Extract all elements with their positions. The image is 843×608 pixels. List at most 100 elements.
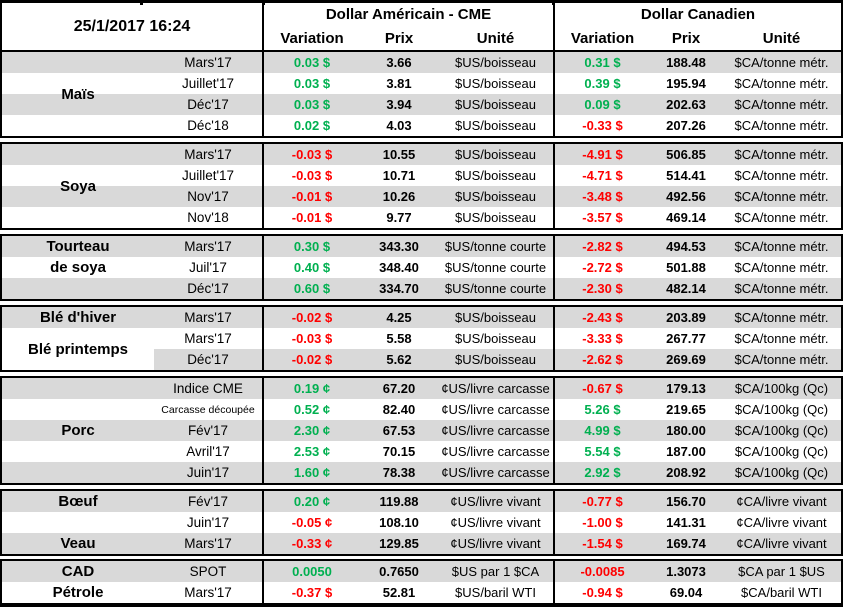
ca-unit-cell: $CA/tonne métr.: [734, 331, 829, 346]
contract-month-cell: Déc'17: [187, 281, 229, 296]
us-variation-cell: -0.03 $: [262, 165, 360, 186]
contract-month-cell: Juillet'17: [181, 76, 235, 91]
contract-month-cell: Carcasse découpée: [161, 403, 255, 416]
ca-variation-cell: -0.33 $: [553, 115, 650, 136]
ca-unit-cell: $CA/tonne métr.: [734, 55, 829, 70]
ca-unit-cell: $CA/tonne métr.: [734, 210, 829, 225]
table-row: Fév'17 0.20 ¢ 119.88 ¢US/livre vivant -0.77 …: [2, 491, 841, 512]
ca-unit-cell: $CA/tonne métr.: [734, 118, 829, 133]
category-cell: [2, 236, 154, 257]
us-variation-cell: 2.30 ¢: [262, 420, 360, 441]
category-cell: [2, 328, 154, 349]
ca-variation-cell: 2.92 $: [553, 462, 650, 483]
category-cell: [2, 378, 154, 399]
datetime-label: 25/1/2017 16:24: [73, 17, 191, 35]
us-price-cell: 4.03: [386, 118, 412, 133]
ca-unit-cell: $CA/tonne métr.: [734, 352, 829, 367]
category-cell: [2, 561, 154, 582]
ca-unit-cell: $CA/100kg (Qc): [734, 465, 829, 480]
ca-variation-cell: -3.57 $: [553, 207, 650, 228]
contract-month-cell: Indice CME: [173, 381, 243, 396]
table-row: Mars'17 0.03 $ 3.66 $US/boisseau 0.31 $ 188.4…: [2, 52, 841, 73]
ca-unit-cell: $CA/100kg (Qc): [734, 381, 829, 396]
us-price-cell: 9.77: [386, 210, 412, 225]
us-variation-cell: -0.02 $: [262, 307, 360, 328]
us-unit-cell: ¢US/livre carcasse: [441, 402, 550, 417]
ca-unit-cell: $CA/tonne métr.: [734, 76, 829, 91]
us-price-cell: 348.40: [379, 260, 419, 275]
contract-month-cell: SPOT: [189, 564, 227, 579]
category-cell: [2, 349, 154, 370]
us-price-cell: 5.62: [386, 352, 412, 367]
category-cell: [2, 420, 154, 441]
ca-unit-cell: $CA/100kg (Qc): [734, 444, 829, 459]
ca-unit-cell: $CA/tonne métr.: [734, 168, 829, 183]
us-variation-cell: 0.40 $: [262, 257, 360, 278]
category-cell: [2, 441, 154, 462]
contract-month-cell: Juin'17: [186, 515, 230, 530]
ca-variation-cell: -4.71 $: [553, 165, 650, 186]
ca-price-cell: 203.89: [666, 310, 706, 325]
ca-unit-cell: ¢CA/livre vivant: [736, 536, 827, 551]
ca-price-cell: 69.04: [669, 585, 703, 600]
ca-price-cell: 1.3073: [666, 564, 706, 579]
us-unit-header: Unité: [476, 29, 515, 47]
ca-unit-cell: $CA/tonne métr.: [734, 189, 829, 204]
ca-unit-cell: $CA/100kg (Qc): [734, 423, 829, 438]
ca-unit-cell: $CA/100kg (Qc): [734, 402, 829, 417]
category-cell: [2, 582, 154, 603]
us-variation-cell: 0.03 $: [262, 52, 360, 73]
table-row: Nov'17 -0.01 $ 10.26 $US/boisseau -3.48 $ 492…: [2, 186, 841, 207]
contract-month-cell: Mars'17: [184, 536, 232, 551]
us-variation-cell: 0.30 $: [262, 236, 360, 257]
ca-price-cell: 482.14: [666, 281, 706, 296]
ca-unit-cell: ¢CA/livre vivant: [736, 494, 827, 509]
table-row: Déc'17 0.60 $ 334.70 $US/tonne courte -2.30 …: [2, 278, 841, 299]
section-ble: Mars'17 -0.02 $ 4.25 $US/boisseau -2.43 $ 203…: [0, 305, 843, 372]
category-cell: [2, 207, 154, 228]
us-variation-cell: 0.60 $: [262, 278, 360, 299]
ca-unit-cell: $CA/baril WTI: [741, 585, 822, 600]
ca-price-header: Prix: [671, 29, 701, 47]
us-unit-cell: $US/tonne courte: [444, 281, 547, 296]
us-price-cell: 334.70: [379, 281, 419, 296]
ca-unit-cell: ¢CA/livre vivant: [736, 515, 827, 530]
ca-price-cell: 208.92: [666, 465, 706, 480]
contract-month-cell: Nov'17: [187, 189, 229, 204]
category-cell: [2, 73, 154, 94]
ca-price-cell: 501.88: [666, 260, 706, 275]
us-price-cell: 10.71: [382, 168, 416, 183]
us-column-headers: Variation Prix Unité: [264, 27, 553, 51]
table-row: Juil'17 0.40 $ 348.40 $US/tonne courte -2.72…: [2, 257, 841, 278]
ca-variation-cell: -1.54 $: [553, 533, 650, 554]
contract-month-cell: Fév'17: [187, 494, 229, 509]
us-unit-cell: $US/boisseau: [455, 168, 536, 183]
us-variation-cell: -0.01 $: [262, 207, 360, 228]
ca-price-cell: 188.48: [666, 55, 706, 70]
ca-price-cell: 494.53: [666, 239, 706, 254]
table-row: Avril'17 2.53 ¢ 70.15 ¢US/livre carcasse 5.5…: [2, 441, 841, 462]
us-price-cell: 4.25: [386, 310, 412, 325]
ca-price-cell: 506.85: [666, 147, 706, 162]
table-row: Mars'17 0.30 $ 343.30 $US/tonne courte -2.82…: [2, 236, 841, 257]
ca-variation-header: Variation: [570, 29, 635, 47]
ca-variation-cell: -2.72 $: [553, 257, 650, 278]
ca-price-cell: 469.14: [666, 210, 706, 225]
table-row: Mars'17 -0.03 $ 10.55 $US/boisseau -4.91 $ 50…: [2, 144, 841, 165]
us-variation-cell: -0.03 $: [262, 144, 360, 165]
us-variation-cell: -0.02 $: [262, 349, 360, 370]
us-unit-cell: $US/boisseau: [455, 352, 536, 367]
us-unit-cell: ¢US/livre carcasse: [441, 423, 550, 438]
us-price-cell: 3.66: [386, 55, 412, 70]
section-porc: Indice CME 0.19 ¢ 67.20 ¢US/livre carcasse -…: [0, 376, 843, 485]
category-cell: [2, 144, 154, 165]
category-cell: [2, 165, 154, 186]
us-dollar-group: Dollar Américain - CME Variation Prix Un…: [262, 3, 553, 50]
ca-variation-cell: -0.94 $: [553, 582, 650, 603]
ca-unit-cell: $CA par 1 $US: [738, 564, 825, 579]
ca-price-cell: 156.70: [666, 494, 706, 509]
contract-month-cell: Mars'17: [184, 310, 232, 325]
us-variation-cell: 0.52 ¢: [262, 399, 360, 420]
ca-variation-cell: -3.48 $: [553, 186, 650, 207]
